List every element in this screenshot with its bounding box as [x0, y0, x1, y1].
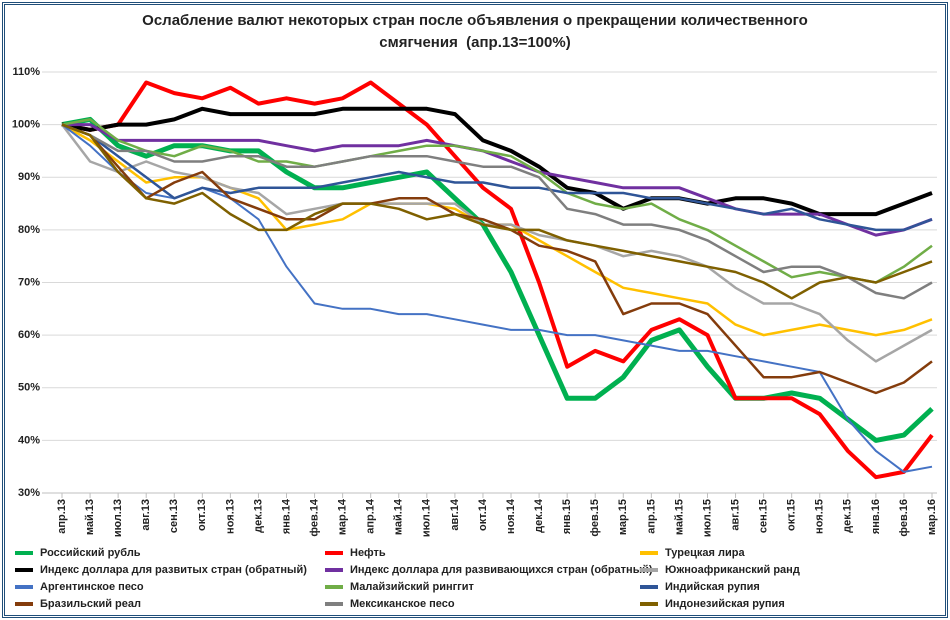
x-tick-label: мар.16: [926, 499, 938, 535]
legend-label: Малайзийский ринггит: [350, 581, 475, 593]
x-tick-label: фев.14: [308, 498, 320, 537]
y-tick-label: 70%: [18, 276, 40, 288]
x-tick-label: май.13: [84, 499, 96, 535]
x-tick-label: апр.15: [645, 499, 657, 534]
series-line: [61, 123, 933, 395]
y-tick-label: 90%: [18, 171, 40, 183]
x-tick-label: дек.13: [252, 499, 264, 533]
y-tick-label: 100%: [12, 119, 40, 131]
x-tick-label: янв.14: [280, 498, 292, 534]
x-tick-label: авг.13: [140, 499, 152, 531]
x-tick-label: апр.14: [365, 498, 377, 534]
legend-label: Индекс доллара для развитых стран (обрат…: [40, 564, 307, 576]
x-tick-label: дек.14: [533, 498, 545, 533]
x-tick-label: мар.14: [337, 498, 349, 535]
series-line: [61, 123, 933, 363]
legend-label: Российский рубль: [40, 547, 141, 559]
legend-label: Индийская рупия: [665, 581, 760, 593]
legend-label: Индекс доллара для развивающихся стран (…: [350, 564, 653, 576]
x-tick-label: июл.14: [421, 498, 433, 537]
series-line: [61, 123, 933, 232]
x-tick-label: окт.13: [196, 499, 208, 531]
legend-label: Индонезийская рупия: [665, 598, 785, 610]
legend-label: Бразильский реал: [40, 598, 141, 610]
series-line: [61, 123, 933, 300]
x-tick-label: май.15: [673, 499, 685, 535]
y-tick-label: 50%: [18, 382, 40, 394]
chart-title: Ослабление валют некоторых стран после о…: [142, 12, 812, 51]
x-tick-label: авг.15: [729, 499, 741, 531]
series-line: [61, 123, 933, 300]
x-tick-label: фев.15: [589, 499, 601, 537]
x-tick-label: мар.15: [617, 499, 629, 535]
series-line: [61, 80, 934, 480]
legend-label: Турецкая лира: [665, 547, 745, 559]
x-tick-label: июл.13: [112, 499, 124, 537]
legend-label: Южноафриканский ранд: [665, 564, 800, 576]
y-tick-label: 30%: [18, 487, 40, 499]
x-tick-label: янв.16: [870, 499, 882, 534]
x-tick-label: окт.15: [786, 499, 798, 531]
x-tick-label: сен.15: [758, 499, 770, 533]
x-tick-label: фев.16: [898, 499, 910, 537]
y-tick-label: 40%: [18, 434, 40, 446]
x-tick-label: май.14: [393, 498, 405, 535]
x-tick-label: июл.15: [701, 499, 713, 537]
x-tick-label: ноя.15: [814, 499, 826, 534]
legend-label: Аргентинское песо: [40, 581, 144, 593]
series-line: [61, 106, 933, 217]
x-tick-label: апр.13: [56, 499, 68, 534]
x-tick-label: ноя.13: [224, 499, 236, 534]
x-tick-label: янв.15: [561, 499, 573, 534]
x-tick-label: сен.13: [168, 499, 180, 533]
y-tick-label: 80%: [18, 224, 40, 236]
legend-label: Нефть: [350, 547, 386, 559]
series-line: [61, 118, 933, 284]
x-tick-label: авг.14: [449, 498, 461, 531]
x-tick-label: ноя.14: [505, 498, 517, 534]
x-tick-label: окт.14: [477, 498, 489, 531]
y-tick-label: 110%: [12, 66, 40, 78]
x-tick-label: дек.15: [842, 499, 854, 533]
series-line: [62, 123, 933, 237]
y-tick-label: 60%: [18, 329, 40, 341]
legend-label: Мексиканское песо: [350, 598, 455, 610]
